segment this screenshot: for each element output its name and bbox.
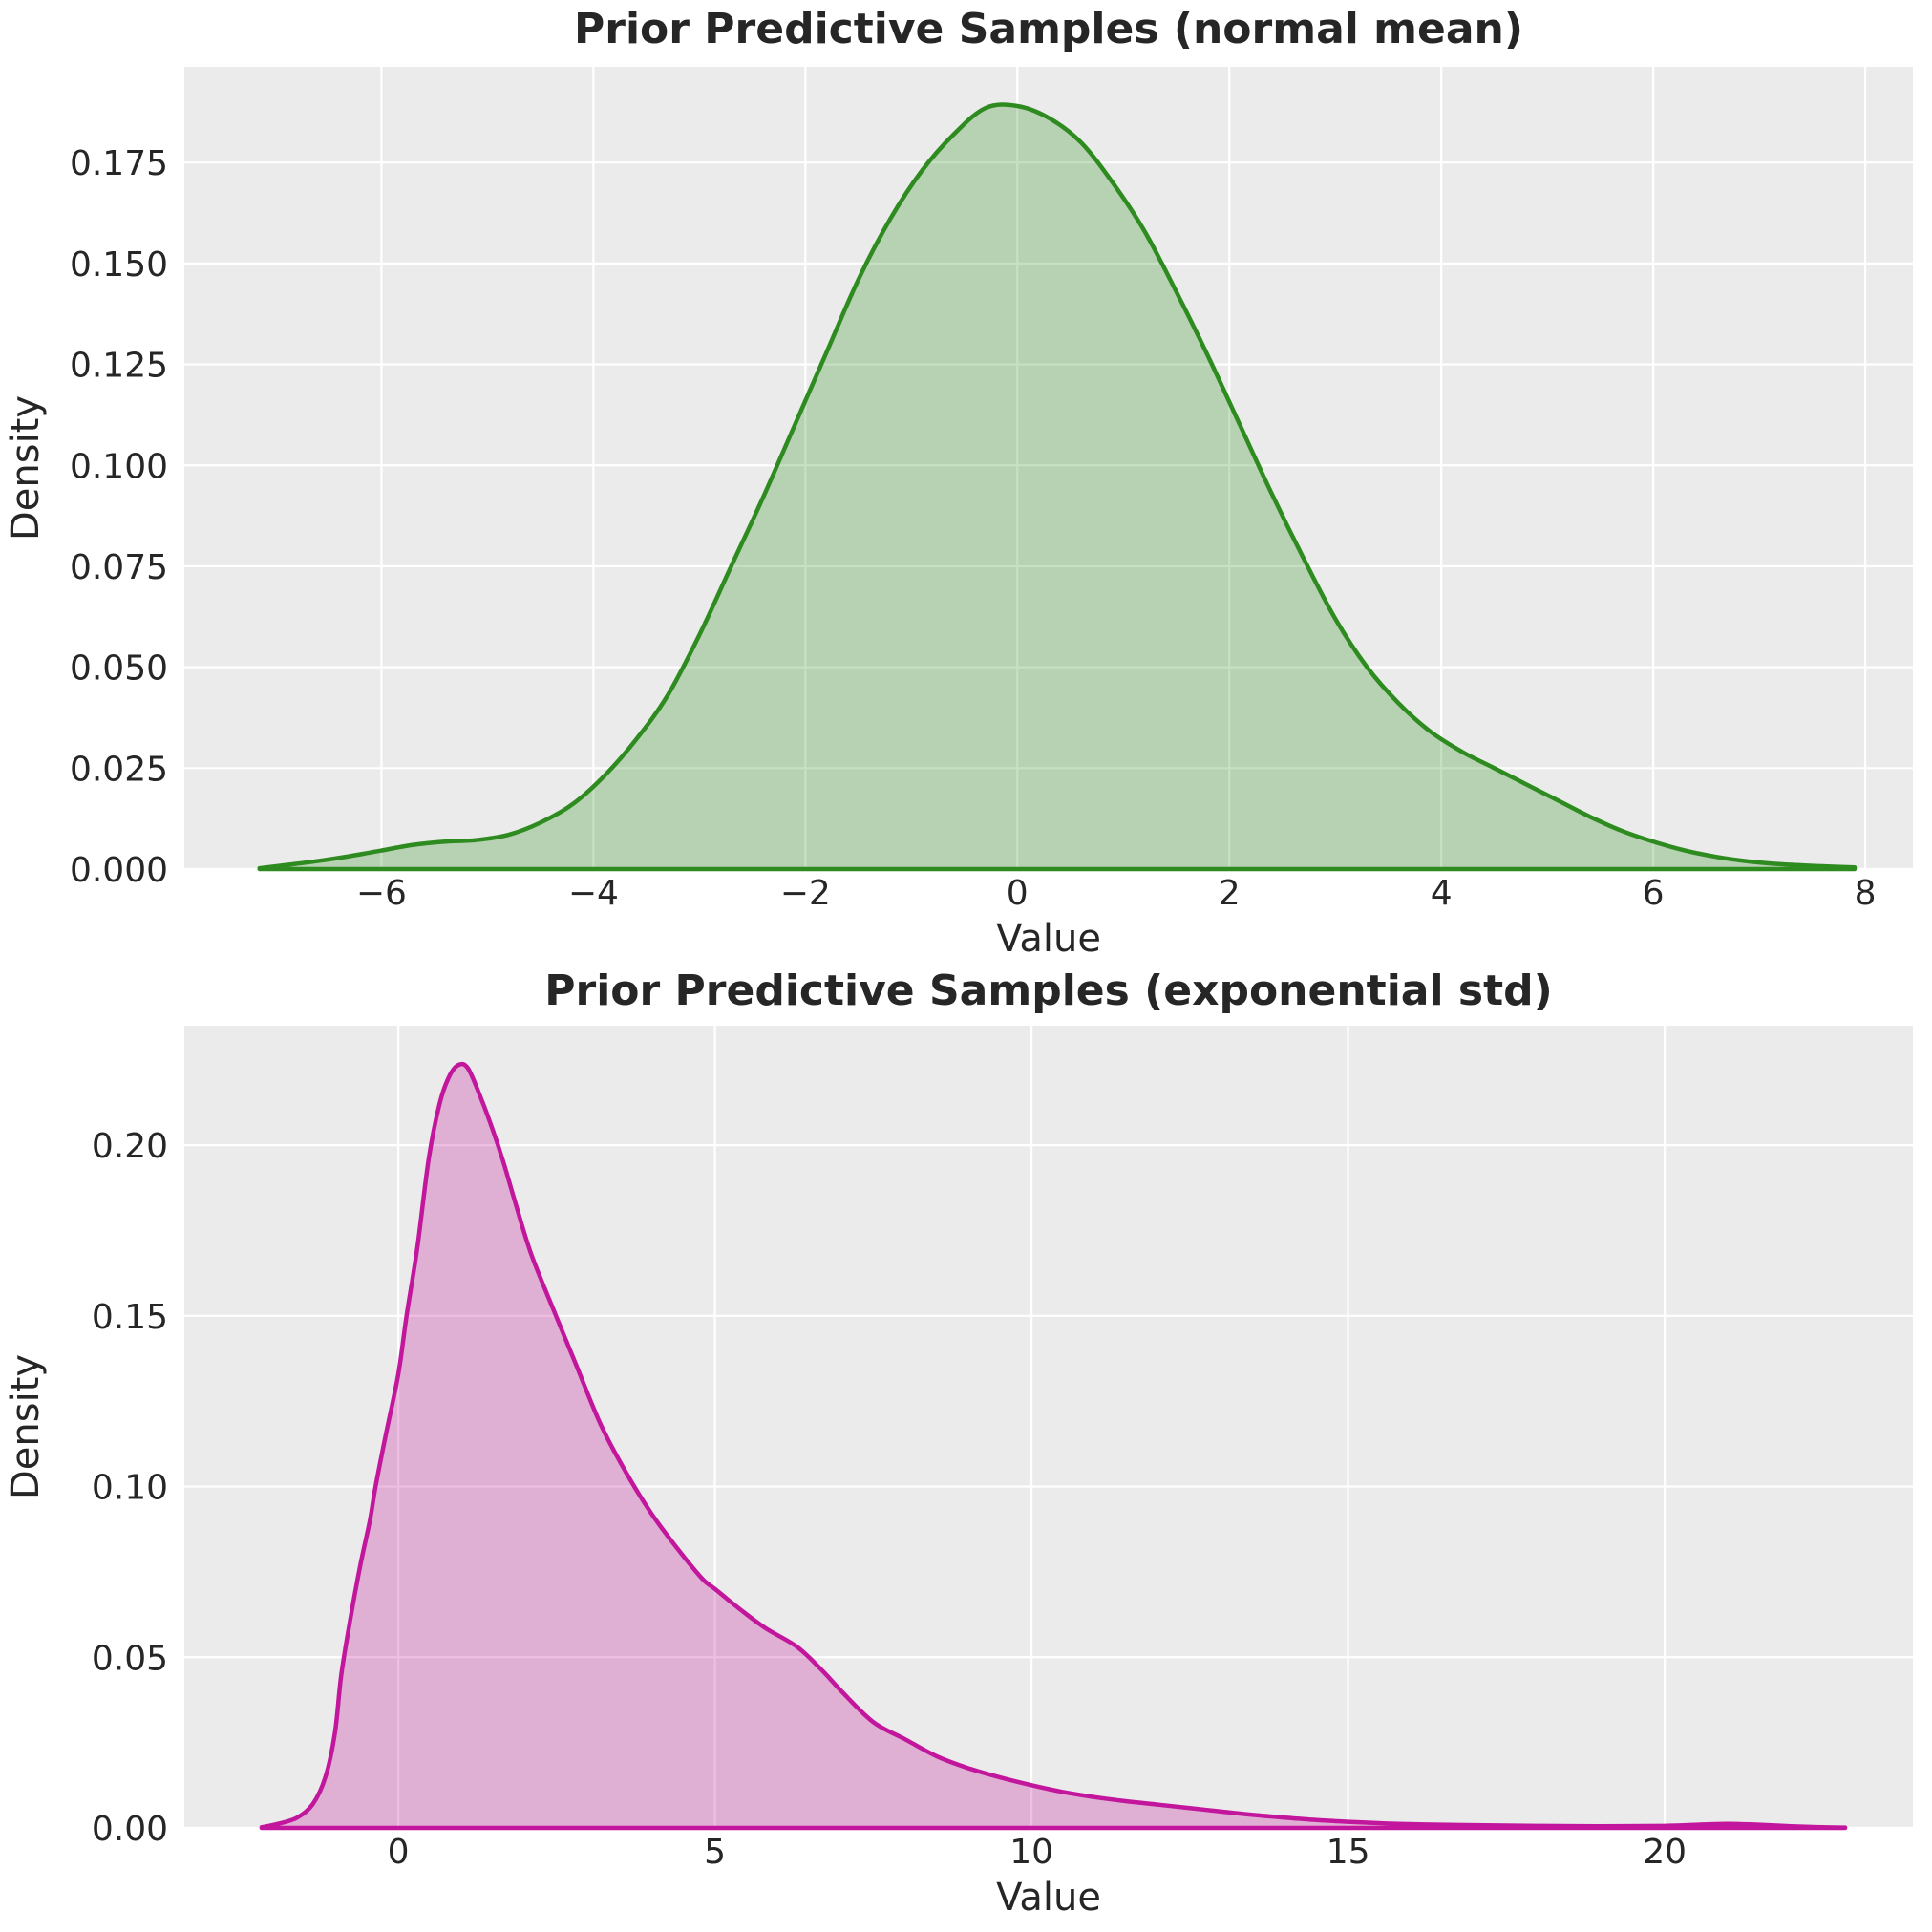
y-tick-label: 0.025 <box>70 750 168 789</box>
x-axis-label: Value <box>996 917 1101 961</box>
x-tick-label: 2 <box>1219 874 1241 913</box>
y-tick-label: 0.150 <box>70 245 168 285</box>
kde-area-fill <box>259 104 1855 869</box>
x-tick-label: 6 <box>1643 874 1665 913</box>
x-tick-label: 10 <box>1009 1833 1053 1872</box>
y-tick-label: 0.10 <box>92 1469 168 1508</box>
y-tick-label: 0.125 <box>70 347 168 386</box>
axes-background <box>184 67 1913 869</box>
axes-background <box>184 1026 1913 1828</box>
x-tick-label: −4 <box>568 874 619 913</box>
x-tick-label: 20 <box>1643 1833 1687 1872</box>
y-tick-label: 0.20 <box>92 1127 168 1166</box>
x-axis-label: Value <box>996 1876 1101 1920</box>
y-tick-label: 0.000 <box>70 851 168 890</box>
y-tick-label: 0.00 <box>92 1810 168 1849</box>
y-tick-label: 0.15 <box>92 1298 168 1337</box>
y-tick-label: 0.175 <box>70 144 168 183</box>
plot-area-group: 0 5 10 15 20 0.00 0.05 0.10 0.15 0.20 <box>92 1026 1913 1872</box>
x-tick-label: −6 <box>356 874 407 913</box>
y-axis-label: Density <box>4 1354 48 1499</box>
y-tick-label: 0.050 <box>70 649 168 689</box>
x-tick-label: 5 <box>704 1833 726 1872</box>
y-axis-label: Density <box>4 395 48 541</box>
chart-title: Prior Predictive Samples (normal mean) <box>574 5 1523 53</box>
x-tick-label: −2 <box>780 874 831 913</box>
x-tick-label: 15 <box>1327 1833 1370 1872</box>
kde-area-fill <box>261 1064 1846 1828</box>
x-tick-label: 0 <box>1007 874 1029 913</box>
kde-curve-line <box>259 1061 1848 1831</box>
kde-chart-exponential-std-svg: 0 5 10 15 20 0.00 0.05 0.10 0.15 0.20 Prior Predi… <box>4 966 1913 1920</box>
kde-chart-exponential-std: 0 5 10 15 20 0.00 0.05 0.10 0.15 0.20 Prior Predi… <box>0 966 1932 1932</box>
x-tick-label: 8 <box>1855 874 1877 913</box>
y-tick-label: 0.100 <box>70 447 168 486</box>
x-tick-label: 0 <box>388 1833 410 1872</box>
kde-chart-normal-mean: −6 −4 −2 0 2 4 6 8 0.000 0.025 0.050 0.075 0.100 0.12… <box>4 5 1913 961</box>
kde-chart-normal-mean-svg: −6 −4 −2 0 2 4 6 8 0.000 0.025 0.050 0.075 0.100 0.12… <box>4 5 1913 961</box>
y-tick-label: 0.05 <box>92 1639 168 1678</box>
chart-title: Prior Predictive Samples (exponential st… <box>544 966 1552 1015</box>
y-tick-label: 0.075 <box>70 548 168 587</box>
plot-area-group: −6 −4 −2 0 2 4 6 8 0.000 0.025 0.050 0.075 0.100 0.12… <box>70 67 1913 913</box>
x-tick-label: 4 <box>1431 874 1453 913</box>
kde-curve-line <box>257 102 1858 872</box>
